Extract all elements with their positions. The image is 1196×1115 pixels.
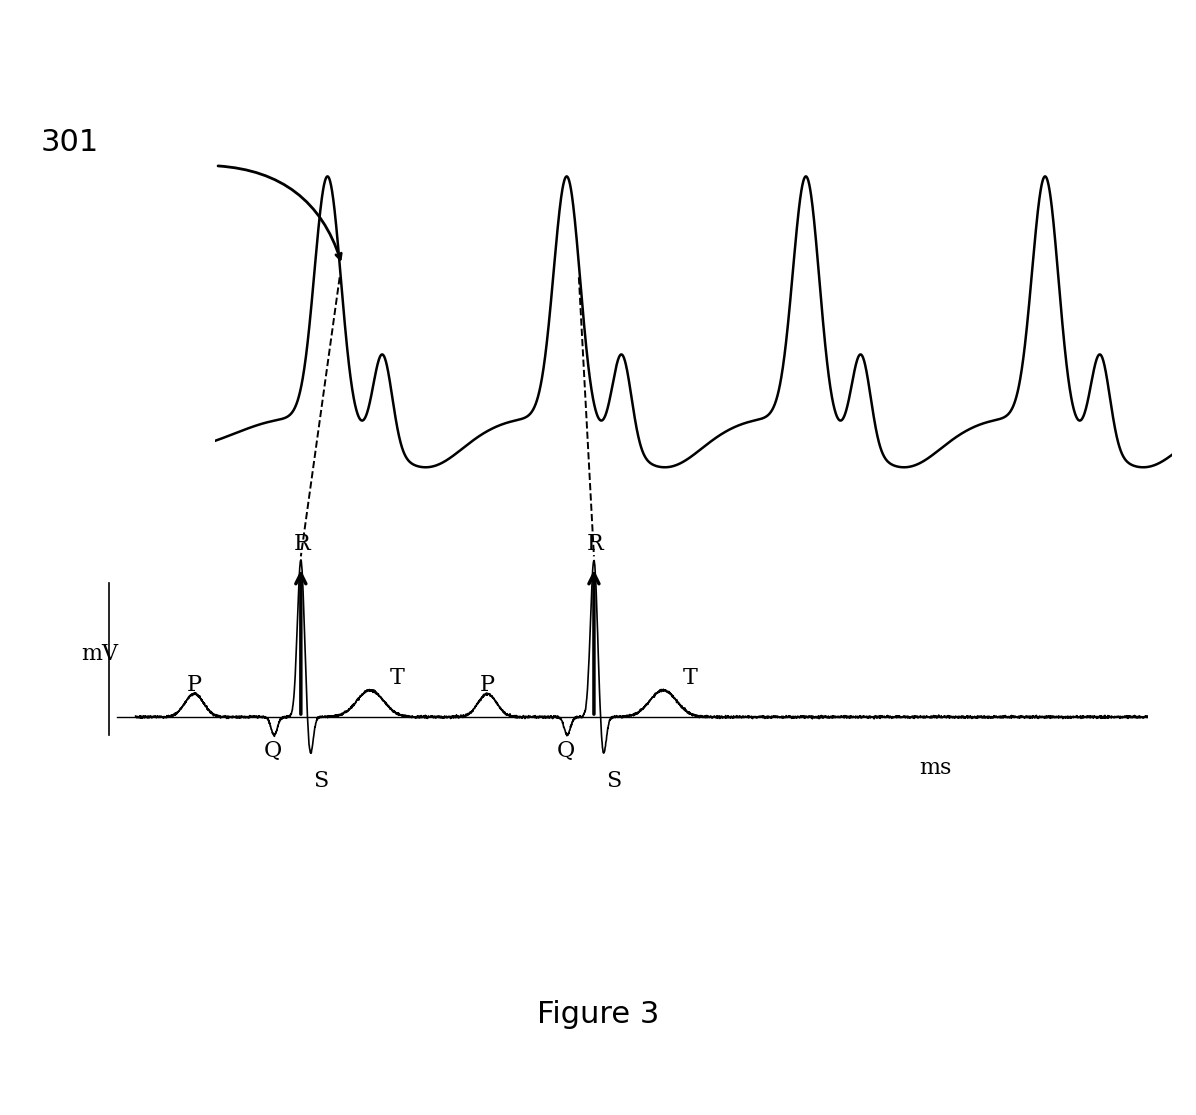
Text: T: T xyxy=(683,667,697,689)
Text: P: P xyxy=(480,673,495,696)
Text: Q: Q xyxy=(264,740,282,762)
Text: S: S xyxy=(606,770,622,792)
Text: T: T xyxy=(390,667,404,689)
Text: R: R xyxy=(587,533,604,555)
Text: R: R xyxy=(294,533,311,555)
Text: ms: ms xyxy=(919,757,951,779)
Text: P: P xyxy=(187,673,202,696)
Text: S: S xyxy=(313,770,329,792)
Text: mV: mV xyxy=(81,643,118,665)
Text: Q: Q xyxy=(557,740,575,762)
Text: 301: 301 xyxy=(41,128,99,157)
Text: Figure 3: Figure 3 xyxy=(537,1000,659,1029)
